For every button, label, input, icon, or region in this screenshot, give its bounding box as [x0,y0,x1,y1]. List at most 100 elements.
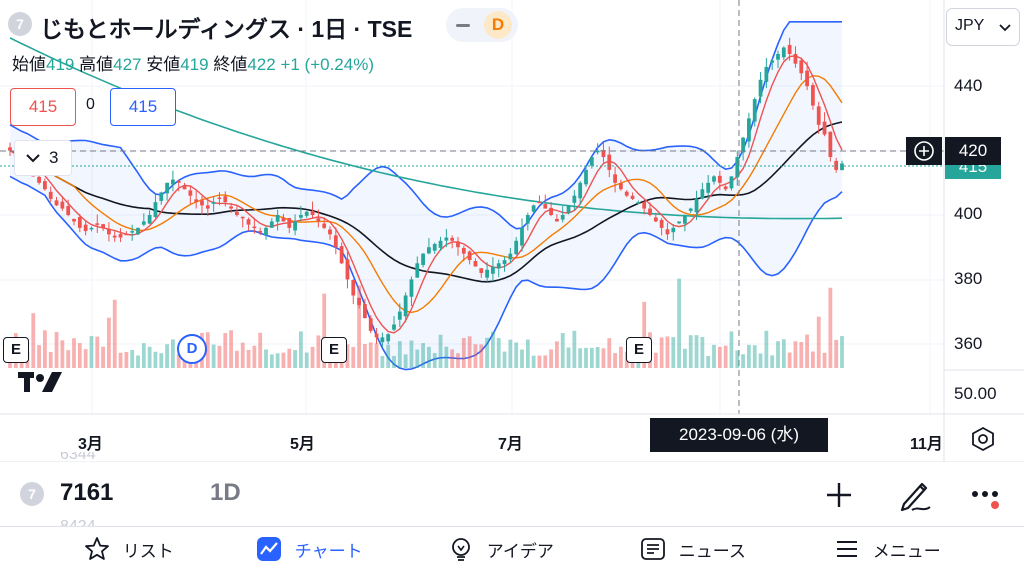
candle-body [159,192,164,201]
volume-bar [520,349,524,368]
buy-button[interactable]: 415 [110,88,176,126]
candle-body [66,206,71,215]
candle-body [438,240,443,248]
dividend-flag[interactable]: D [177,334,207,364]
volume-bar [758,353,763,368]
volume-bar [828,287,833,368]
volume-bar [811,351,815,368]
volume-bar [607,338,612,368]
candle-body [43,181,47,190]
nav-label: チャート [294,541,363,561]
symbol-code[interactable]: 7161 [60,479,114,506]
volume-bar [781,339,786,368]
candle-body [491,266,495,274]
close-value: 422 [247,55,276,74]
close-label: 終値 [213,55,248,74]
candle-body [520,227,524,246]
volume-bar [89,336,94,368]
drawing-pen-icon[interactable] [894,474,934,514]
volume-bar [72,338,76,368]
volume-bar [793,341,798,368]
nav-item-news[interactable]: ニュース [640,536,746,562]
candle-body [136,227,140,235]
price-chart[interactable] [0,0,1024,462]
candle-body [694,198,699,213]
volume-bar [496,338,501,368]
candle-body [8,147,12,151]
bollinger-band-fill [10,21,842,370]
nav-item-chart[interactable]: チャート [256,536,363,562]
candle-body [211,202,216,204]
more-dots-icon[interactable] [970,486,1004,512]
nav-item-menu[interactable]: メニュー [834,536,941,562]
volume-bar [397,341,402,368]
volume-bar [83,349,88,368]
add-icon[interactable] [824,480,854,510]
volume-bar [595,347,600,368]
earnings-flag[interactable]: E [321,337,347,363]
interval-button[interactable]: 1D [210,479,241,506]
volume-bar [566,347,571,368]
volume-bar [403,354,408,368]
candle-body [514,240,519,255]
candle-body [630,195,635,199]
candle-body [636,202,641,204]
volume-bar [235,350,239,368]
candle-body [642,202,647,209]
candle-body [805,70,809,87]
candle-body [357,297,361,306]
candle-body [549,207,553,215]
candle-body [217,197,222,200]
candle-body [415,263,420,278]
sell-button[interactable]: 415 [10,88,76,126]
candle-body [677,221,681,224]
volume-bar [747,344,751,368]
candle-body [299,215,303,218]
indicators-toggle[interactable]: 3 [14,140,72,176]
earnings-flag[interactable]: E [626,337,652,363]
nav-label: メニュー [872,541,941,561]
currency-select[interactable]: JPY [946,8,1020,46]
add-alert-button[interactable] [906,137,942,165]
volume-bar [589,347,594,368]
nav-label: リスト [122,541,174,561]
symbol-logo: 7 [8,12,32,36]
candle-body [479,268,484,273]
candle-body [310,210,315,215]
volume-bar [543,355,548,368]
volume-bar [316,335,321,368]
candle-body [223,196,228,203]
last-price-label: 415 [945,165,1001,179]
volume-bar [252,345,257,368]
volume-bar [130,350,135,368]
high-label: 高値 [79,55,114,74]
candle-body [555,218,559,222]
volume-bar [444,346,449,368]
low-label: 安値 [146,55,181,74]
tradingview-logo-icon[interactable] [18,370,66,394]
earnings-flag[interactable]: E [3,337,29,363]
candle-body [165,182,169,194]
indicators-count: 3 [49,148,59,167]
chart-title[interactable]: じもとホールディングス · 1日 · TSE [40,16,413,42]
settings-hex-icon[interactable] [970,426,996,452]
nav-item-list[interactable]: リスト [84,536,174,562]
volume-bar [450,349,455,368]
volume-bar [246,349,251,368]
volume-bar [525,339,530,368]
volume-bar [723,345,728,368]
volume-bar [776,341,780,368]
volume-bar [159,353,164,368]
candle-body [607,154,612,170]
candle-body [345,259,350,280]
volume-bar [601,348,606,368]
volume-bar [293,350,297,368]
candle-body [194,199,199,203]
candle-body [624,191,629,196]
candle-body [37,176,41,183]
candle-body [729,176,734,189]
volume-bar [66,350,71,368]
volume-bar [118,352,123,368]
candle-body [828,131,833,158]
nav-item-ideas[interactable]: アイデア [448,536,554,562]
